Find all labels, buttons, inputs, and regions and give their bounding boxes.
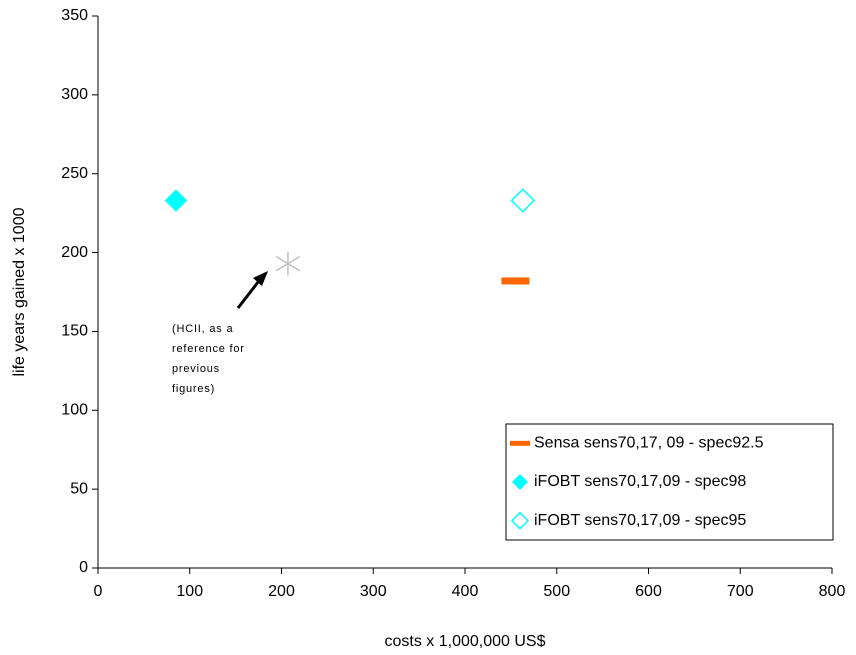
legend-marker xyxy=(510,511,530,530)
legend-marker xyxy=(512,474,528,490)
annotation: (HCII, as a xyxy=(172,323,233,335)
x-tick-label: 100 xyxy=(176,583,203,600)
x-tick-label: 800 xyxy=(819,583,846,600)
legend-label: Sensa sens70,17, 09 - spec92.5 xyxy=(534,435,764,452)
y-tick-label: 200 xyxy=(61,244,88,261)
legend-label: iFOBT sens70,17,09 - spec98 xyxy=(534,473,746,490)
marker xyxy=(510,188,536,213)
legend-box xyxy=(505,423,834,541)
x-tick-label: 500 xyxy=(543,583,570,600)
annotation: figures) xyxy=(172,383,215,395)
x-tick-label: 300 xyxy=(360,583,387,600)
annotation: previous xyxy=(172,363,220,375)
y-tick-label: 350 xyxy=(61,7,88,24)
y-axis-label: life years gained x 1000 xyxy=(11,207,28,376)
marker xyxy=(164,189,188,212)
y-tick-label: 150 xyxy=(61,323,88,340)
y-tick-label: 300 xyxy=(61,86,88,103)
x-tick-label: 700 xyxy=(727,583,754,600)
y-tick-label: 250 xyxy=(61,165,88,182)
y-tick-label: 50 xyxy=(70,480,88,497)
marker xyxy=(275,251,301,276)
annotation: reference for xyxy=(172,343,245,355)
marker xyxy=(501,277,530,285)
x-axis-label: costs x 1,000,000 US$ xyxy=(385,633,546,650)
x-tick-label: 600 xyxy=(635,583,662,600)
legend-marker xyxy=(510,440,530,446)
y-tick-label: 100 xyxy=(61,402,88,419)
legend-label: iFOBT sens70,17,09 - spec95 xyxy=(534,512,746,529)
y-tick-label: 0 xyxy=(79,559,88,576)
x-tick-label: 400 xyxy=(452,583,479,600)
x-tick-label: 0 xyxy=(94,583,103,600)
x-tick-label: 200 xyxy=(268,583,295,600)
annotation-arrowhead xyxy=(253,271,268,286)
